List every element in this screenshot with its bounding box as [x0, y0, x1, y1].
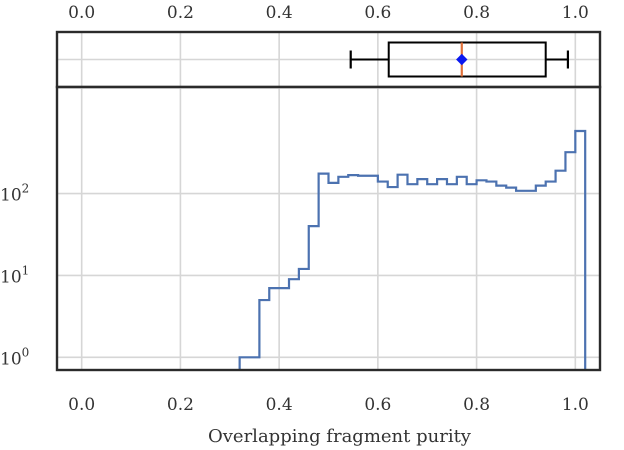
histogram-y-tick-label: 101: [0, 263, 29, 287]
mean-marker: [456, 53, 468, 66]
boxplot-x-tick-label: 0.4: [266, 3, 293, 23]
boxplot-x-tick-label: 0.0: [68, 3, 95, 23]
histogram-x-tick-labels: 0.0 0.2 0.4 0.6 0.8 1.0: [68, 395, 589, 415]
boxplot: [349, 41, 570, 78]
boxplot-x-tick-label: 0.2: [167, 3, 194, 23]
histogram-x-tick-label: 0.6: [364, 395, 391, 415]
box-iqr: [387, 41, 547, 78]
histogram-y-tick-label: 100: [0, 345, 29, 369]
boxplot-x-tick-label: 0.6: [364, 3, 391, 23]
boxplot-grid: [57, 32, 600, 87]
histogram-x-tick-label: 0.8: [463, 395, 490, 415]
boxplot-x-tick-label: 1.0: [562, 3, 589, 23]
histogram-step-line: [238, 129, 587, 370]
histogram-y-tick-labels: 100 101 102: [0, 182, 29, 370]
histogram-frame: [55, 85, 602, 372]
histogram-x-tick-label: 1.0: [562, 395, 589, 415]
x-axis-title: Overlapping fragment purity: [208, 426, 472, 447]
histogram-x-tick-label: 0.2: [167, 395, 194, 415]
histogram-x-tick-label: 0.4: [266, 395, 293, 415]
boxplot-panel: 0.0 0.2 0.4 0.6 0.8 1.0: [55, 3, 602, 89]
boxplot-tick-labels: 0.0 0.2 0.4 0.6 0.8 1.0: [68, 3, 589, 23]
histogram-x-tick-label: 0.0: [68, 395, 95, 415]
histogram-panel: 0.0 0.2 0.4 0.6 0.8 1.0 100 101 102 Overlapping…: [0, 85, 602, 447]
boxplot-x-tick-label: 0.8: [463, 3, 490, 23]
histogram-y-tick-label: 102: [0, 182, 29, 206]
histogram-grid: [57, 87, 600, 370]
